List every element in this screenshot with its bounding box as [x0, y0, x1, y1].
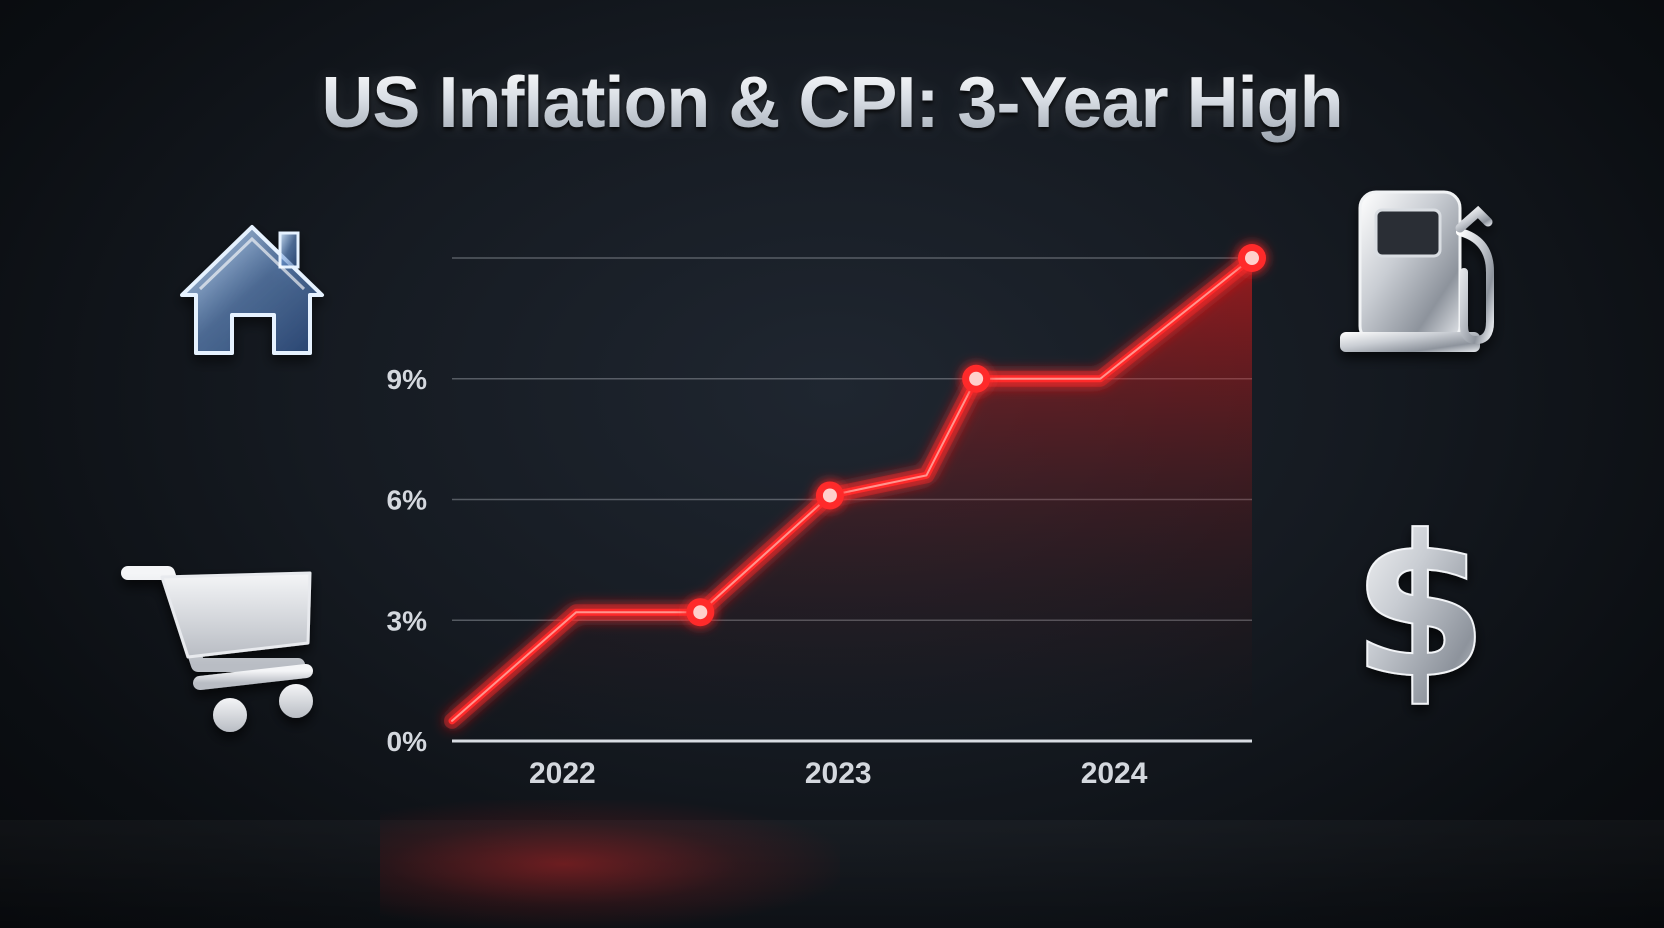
data-point-highlight: [693, 605, 708, 620]
house-icon: [180, 225, 324, 355]
data-point-highlight: [822, 488, 837, 503]
series-line: [444, 250, 1260, 729]
dollar-sign-icon: $: [1351, 493, 1489, 723]
data-point-highlight: [969, 371, 984, 386]
x-tick-label: 2022: [529, 757, 596, 790]
data-point-highlight: [1245, 251, 1259, 265]
floor-reflection: [0, 820, 1664, 928]
shopping-cart-icon: [121, 566, 313, 732]
y-tick-label: 0%: [387, 726, 428, 757]
series-line-core: [451, 257, 1253, 722]
chart-title: US Inflation & CPI: 3-Year High: [0, 62, 1664, 144]
gas-pump-icon: [1340, 190, 1494, 352]
y-tick-label: 6%: [387, 485, 428, 516]
tick-labels: 0% 3% 6% 9% 2022 2023 2024: [387, 364, 1148, 790]
series-markers: [686, 244, 1266, 627]
y-tick-label: 9%: [387, 364, 428, 395]
svg-text:$: $: [1352, 494, 1488, 722]
x-tick-label: 2024: [1081, 757, 1148, 790]
y-tick-label: 3%: [387, 605, 428, 636]
x-tick-label: 2023: [805, 757, 872, 790]
